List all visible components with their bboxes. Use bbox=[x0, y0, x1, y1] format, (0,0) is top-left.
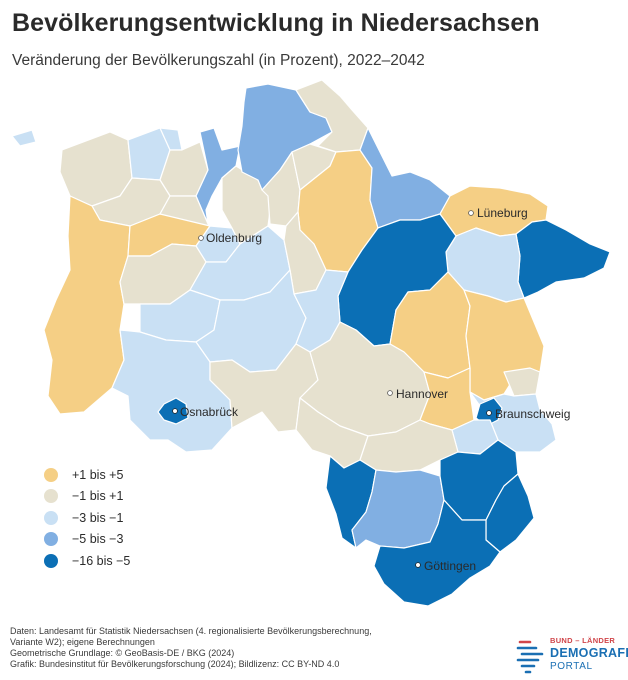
legend-label: +1 bis +5 bbox=[72, 467, 124, 482]
page-title: Bevölkerungsentwicklung in Niedersachsen bbox=[12, 9, 540, 37]
legend-swatch bbox=[44, 532, 58, 547]
city-hannover: Hannover bbox=[387, 387, 448, 401]
city-dot-osnabruck bbox=[172, 408, 178, 414]
logo-bottom-text: PORTAL bbox=[550, 661, 593, 672]
legend: +1 bis +5 −1 bis +1 −3 bis −1 −5 bis −3 … bbox=[44, 464, 130, 572]
city-markers: Oldenburg Lüneburg Hannover Osnabrück Br… bbox=[172, 206, 570, 573]
region-ammerland bbox=[159, 195, 211, 227]
city-label-osnabruck: Osnabrück bbox=[180, 405, 239, 419]
city-luneburg: Lüneburg bbox=[468, 206, 528, 220]
city-osnabruck: Osnabrück bbox=[172, 405, 239, 419]
region-emden bbox=[11, 129, 37, 147]
legend-label: −5 bis −3 bbox=[72, 532, 124, 547]
city-oldenburg: Oldenburg bbox=[198, 231, 262, 245]
legend-swatch bbox=[44, 510, 58, 525]
region-harburg bbox=[359, 127, 451, 229]
legend-swatch bbox=[44, 489, 58, 504]
demografie-portal-logo: BUND – LÄNDER DEMOGRAFIE PORTAL bbox=[516, 636, 628, 676]
legend-item: −5 bis −3 bbox=[44, 529, 130, 551]
city-label-gottingen: Göttingen bbox=[424, 559, 476, 573]
city-label-braunschweig: Braunschweig bbox=[495, 407, 570, 421]
legend-item: −1 bis +1 bbox=[44, 486, 130, 508]
city-dot-oldenburg bbox=[198, 235, 204, 241]
legend-label: −16 bis −5 bbox=[72, 553, 131, 568]
legend-label: −3 bis −1 bbox=[72, 510, 124, 525]
legend-label: −1 bis +1 bbox=[72, 489, 124, 504]
city-gottingen: Göttingen bbox=[415, 559, 476, 573]
page-subtitle: Veränderung der Bevölkerungszahl (in Pro… bbox=[12, 52, 425, 69]
city-dot-hannover bbox=[387, 390, 393, 396]
footer-line: Geometrische Grundlage: © GeoBasis-DE / … bbox=[10, 648, 235, 658]
logo-middle-text: DEMOGRAFIE bbox=[550, 646, 628, 660]
footer-line: Grafik: Bundesinstitut für Bevölkerungsf… bbox=[10, 659, 340, 669]
city-dot-gottingen bbox=[415, 562, 421, 568]
logo-mark-icon bbox=[516, 640, 544, 674]
logo-top-text: BUND – LÄNDER bbox=[550, 636, 616, 645]
region-luchow bbox=[515, 219, 611, 299]
legend-item: +1 bis +5 bbox=[44, 464, 130, 486]
city-label-luneburg: Lüneburg bbox=[477, 206, 528, 220]
city-braunschweig: Braunschweig bbox=[486, 407, 570, 421]
footer-line: Daten: Landesamt für Statistik Niedersac… bbox=[10, 626, 372, 636]
city-label-oldenburg: Oldenburg bbox=[206, 231, 262, 245]
region-gottingen bbox=[373, 499, 501, 607]
footer-line: Variante W2); eigene Berechnungen bbox=[10, 637, 155, 647]
city-label-hannover: Hannover bbox=[396, 387, 448, 401]
city-dot-luneburg bbox=[468, 210, 474, 216]
region-wilhelmshaven bbox=[195, 127, 241, 225]
legend-swatch bbox=[44, 467, 58, 482]
source-footer: Daten: Landesamt für Statistik Niedersac… bbox=[10, 626, 430, 670]
city-dot-braunschweig bbox=[486, 410, 492, 416]
legend-item: −16 bis −5 bbox=[44, 550, 130, 572]
region-wolfsburg bbox=[503, 367, 541, 397]
legend-swatch bbox=[44, 553, 58, 568]
legend-item: −3 bis −1 bbox=[44, 507, 130, 529]
